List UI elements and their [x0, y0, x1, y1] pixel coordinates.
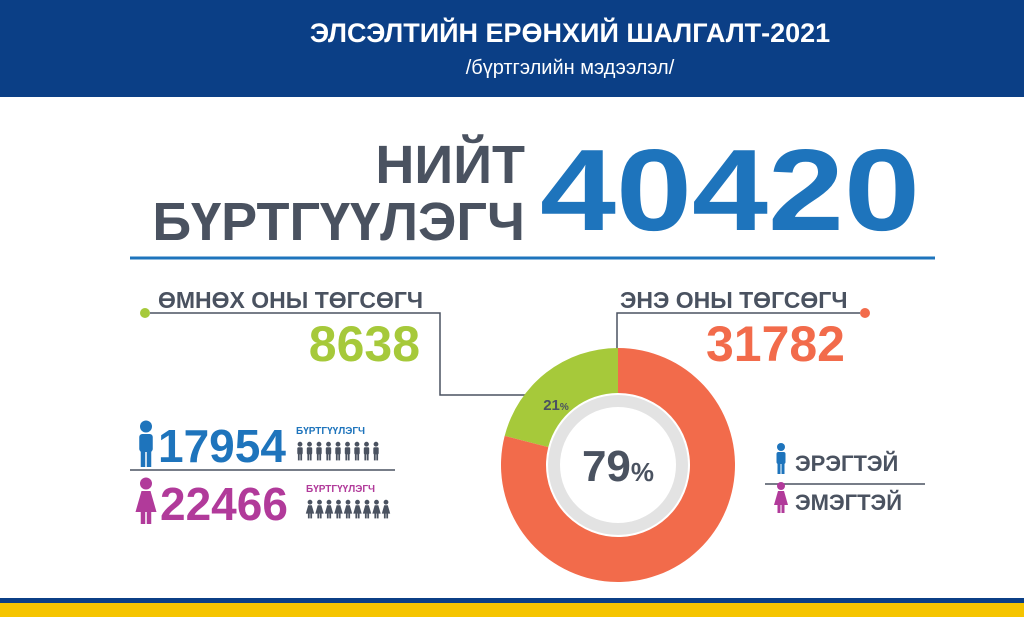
male-caption: БҮРТГҮҮЛЭГЧ: [296, 426, 365, 437]
percent-unit: %: [631, 457, 654, 487]
percent-unit: %: [560, 402, 569, 413]
male-value: 17954: [158, 420, 286, 472]
female-value: 22466: [160, 478, 288, 530]
connector: [150, 312, 525, 396]
current-value: 31782: [706, 316, 845, 372]
header-subtitle: /бүртгэлийн мэдээлэл/: [466, 57, 675, 79]
percent-value: 79: [582, 442, 631, 491]
header-bar: [0, 0, 1024, 97]
previous-value: 8638: [309, 316, 420, 372]
donut-center: [560, 407, 676, 523]
donut-segment: [501, 348, 736, 582]
total-value: 40420: [540, 125, 920, 255]
connector-dot: [860, 308, 870, 318]
footer-band: [0, 603, 1024, 617]
legend-male: ЭРЭГТЭЙ: [795, 451, 898, 476]
donut-segment-label: 21%: [543, 397, 569, 414]
legend-female: ЭМЭГТЭЙ: [795, 490, 902, 515]
donut-center-label: 79%: [582, 442, 654, 491]
previous-label: ӨМНӨХ ОНЫ ТӨГСӨГЧ: [158, 287, 423, 313]
footer-stripe: [0, 598, 1024, 603]
donut: 79%21%: [501, 348, 736, 582]
percent-value: 21: [543, 397, 560, 414]
connector-dot: [140, 308, 150, 318]
total-label: БҮРТГҮҮЛЭГЧ: [152, 192, 525, 252]
header-title: ЭЛСЭЛТИЙН ЕРӨНХИЙ ШАЛГАЛТ-2021: [310, 17, 830, 48]
current-label: ЭНЭ ОНЫ ТӨГСӨГЧ: [620, 287, 848, 313]
donut-segment: [504, 348, 618, 448]
total-label: НИЙТ: [375, 134, 525, 195]
female-caption: БҮРТГҮҮЛЭГЧ: [306, 484, 375, 495]
